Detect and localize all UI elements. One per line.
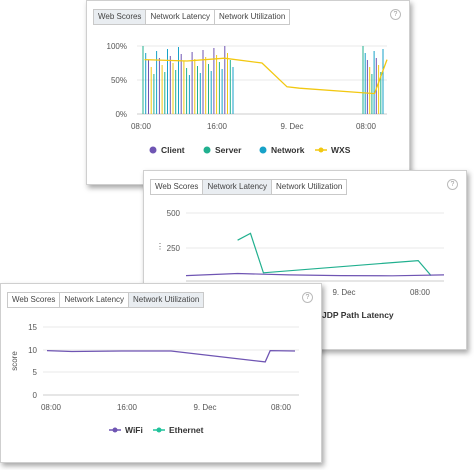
y-tick-label: 0%: [115, 110, 127, 119]
tab-network-latency[interactable]: Network Latency: [146, 10, 216, 24]
x-tick-label: 08:00: [271, 403, 292, 412]
x-tick-label: 08:00: [41, 403, 62, 412]
tab-bar: Web Scores Network Latency Network Utili…: [93, 9, 291, 25]
legend-server: Server: [215, 145, 242, 155]
tab-network-latency[interactable]: Network Latency: [203, 180, 273, 194]
x-tick-label: 9. Dec: [193, 403, 216, 412]
y-tick-label: 0: [33, 391, 38, 400]
x-tick-label: 9. Dec: [280, 122, 303, 131]
latency-line-purple: [185, 272, 445, 277]
tab-bar: Web Scores Network Latency Network Utili…: [7, 292, 205, 308]
help-icon[interactable]: ?: [390, 9, 401, 20]
tab-network-utilization[interactable]: Network Utilization: [215, 10, 290, 24]
y-tick-label: 100%: [107, 42, 127, 51]
legend-client-marker: [149, 146, 157, 154]
tab-web-scores[interactable]: Web Scores: [151, 180, 204, 194]
tab-bar: Web Scores Network Latency Network Utili…: [150, 179, 348, 195]
tab-network-utilization[interactable]: Network Utilization: [272, 180, 347, 194]
tab-web-scores[interactable]: Web Scores: [94, 10, 147, 24]
y-tick-label: 500: [167, 209, 181, 218]
x-tick-label: 08:00: [410, 288, 431, 297]
tab-web-scores[interactable]: Web Scores: [8, 293, 61, 307]
tab-network-utilization[interactable]: Network Utilization: [129, 293, 204, 307]
x-tick-label: 08:00: [131, 122, 152, 131]
legend-wxs: WXS: [331, 145, 351, 155]
tab-network-latency[interactable]: Network Latency: [60, 293, 130, 307]
help-icon[interactable]: ?: [447, 179, 458, 190]
latency-line-teal: [237, 232, 432, 276]
legend-client: Client: [161, 145, 185, 155]
y-tick-label: 5: [33, 368, 38, 377]
web-scores-panel: Web Scores Network Latency Network Utili…: [86, 0, 410, 185]
legend-server-marker: [203, 146, 211, 154]
y-tick-label: 50%: [111, 76, 127, 85]
legend-network: Network: [271, 145, 305, 155]
legend-network-marker: [259, 146, 267, 154]
network-utilization-panel: Web Scores Network Latency Network Utili…: [0, 283, 322, 463]
web-scores-chart: 100% 50% 0% 08:00 16:00 9. Dec 08:00 Cli…: [107, 42, 388, 155]
network-latency-chart: 500 250 ⋮ 9. Dec 08:00 JDP Path Latency: [156, 209, 445, 320]
y-tick-label: 10: [28, 346, 37, 355]
x-tick-label: 16:00: [207, 122, 228, 131]
y-tick-label: 15: [28, 323, 37, 332]
x-tick-label: 16:00: [117, 403, 138, 412]
legend-udp-path-latency: JDP Path Latency: [322, 310, 394, 320]
y-axis-label: score: [10, 351, 19, 371]
y-tick-label: 250: [167, 244, 181, 253]
wifi-line: [46, 349, 296, 363]
x-tick-label: 08:00: [356, 122, 377, 131]
y-axis-label-fragment: ⋮: [156, 242, 164, 251]
legend-ethernet: Ethernet: [169, 425, 204, 435]
legend-wifi: WiFi: [125, 425, 143, 435]
help-icon[interactable]: ?: [302, 292, 313, 303]
wxs-line: [144, 57, 388, 95]
x-tick-label: 9. Dec: [332, 288, 355, 297]
network-utilization-chart: 15 10 5 0 score 08:00 16:00 9. Dec 08:00…: [10, 323, 299, 435]
